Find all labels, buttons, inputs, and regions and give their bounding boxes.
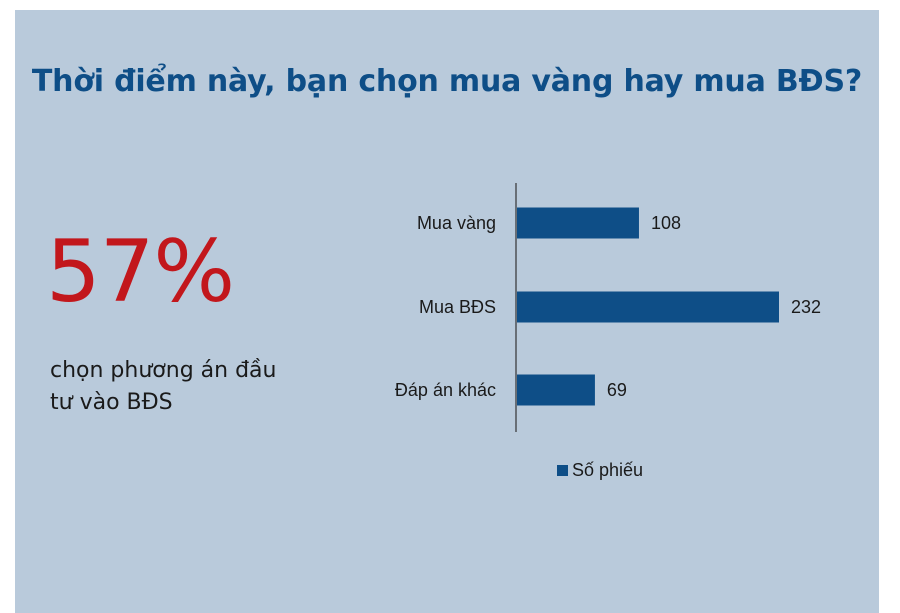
legend-swatch [557, 465, 568, 476]
category-label: Mua vàng [417, 213, 496, 233]
category-label: Đáp án khác [395, 380, 496, 400]
category-label: Mua BĐS [419, 297, 496, 317]
bar [517, 207, 639, 239]
legend-label: Số phiếu [572, 460, 643, 480]
highlight-percent: 57% [46, 222, 235, 322]
data-label: 69 [607, 380, 627, 400]
page-title: Thời điểm này, bạn chọn mua vàng hay mua… [31, 64, 863, 99]
highlight-caption: chọn phương án đầu tư vào BĐS [50, 355, 340, 419]
bar [517, 374, 595, 406]
data-label: 108 [651, 213, 681, 233]
bar [517, 291, 779, 323]
data-label: 232 [791, 297, 821, 317]
caption-line-1: chọn phương án đầu [50, 358, 277, 383]
caption-line-2: tư vào BĐS [50, 390, 173, 415]
